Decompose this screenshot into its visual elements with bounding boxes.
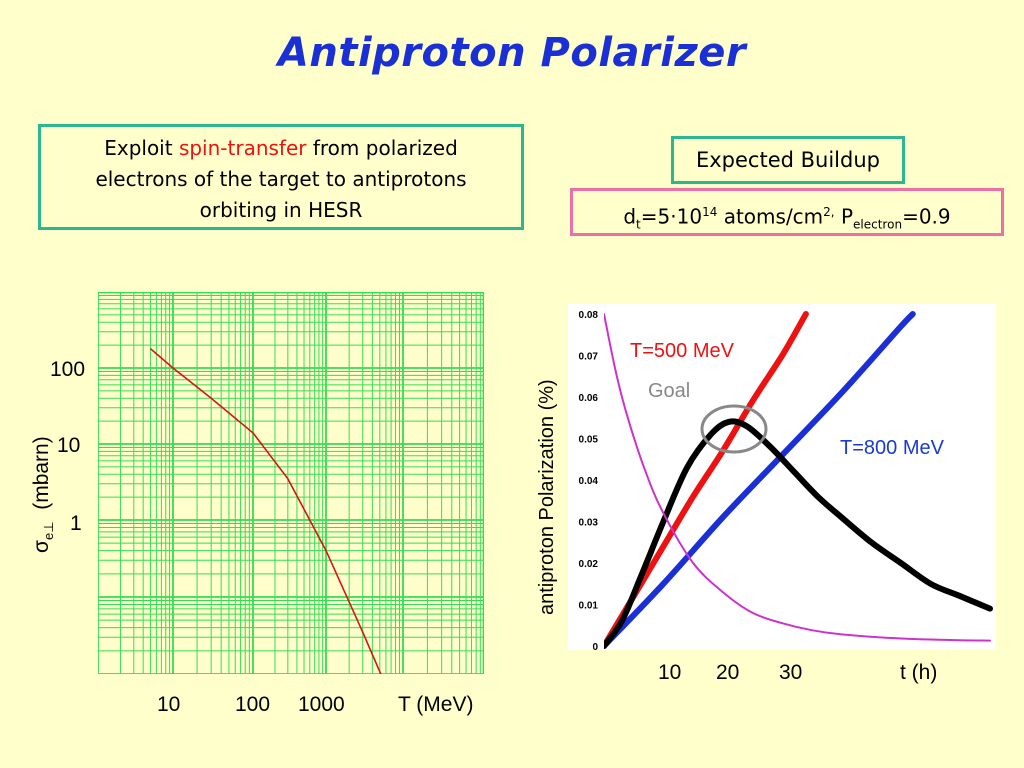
expected-buildup-box: Expected Buildup [671,136,905,184]
polarization-x-tick: 20 [716,661,740,684]
goal-circle [700,404,768,454]
target-params-box: dt=5·1014 atoms/cm2, Pelectron=0.9 [570,188,1004,236]
annotation-goal: Goal [648,380,691,402]
polarization-y-tick: 0.06 [579,393,599,404]
polarization-series-2 [604,418,993,649]
cross-section-x-tick: 1000 [298,693,345,716]
polarization-y-tick: 0.07 [579,352,599,363]
polarization-x-label: t (h) [900,661,938,684]
polarization-x-tick: 10 [658,661,682,684]
cross-section-x-label: T (MeV) [398,693,474,716]
exploit-line-2: electrons of the target to antiprotons [95,167,467,191]
cross-section-x-tick: 10 [157,693,181,716]
page-title: Antiproton Polarizer [277,30,747,76]
cross-section-y-label: σe⊥ (mbarn) [30,436,57,553]
polarization-y-tick: 0.04 [579,476,599,487]
polarization-y-label: antiproton Polarization (%) [536,379,558,615]
spin-transfer-highlight: spin-transfer [178,136,307,160]
polarization-y-tick: 0 [592,642,598,650]
annotation-t500: T=500 MeV [630,340,734,362]
annotation-t800: T=800 MeV [840,437,944,459]
polarization-x-tick: 30 [779,661,803,684]
exploit-line-1: Exploit spin-transfer from polarized [104,136,458,160]
polarization-y-tick: 0.08 [579,310,599,321]
polarization-y-tick: 0.03 [579,518,599,529]
cross-section-grid [98,292,484,674]
cross-section-curve-0 [149,347,382,674]
polarization-series [604,311,993,649]
polarization-y-ticks: 0 0.01 0.02 0.03 0.04 0.05 0.06 0.07 0.08 [579,310,599,650]
polarization-series-3 [604,313,991,642]
cross-section-series [149,347,382,674]
cross-section-y-tick: 100 [50,358,86,381]
exploit-box: Exploit spin-transfer from polarized ele… [38,124,524,230]
cross-section-chart [98,292,484,674]
polarization-y-tick: 0.05 [579,435,599,446]
cross-section-y-tick: 10 [57,434,81,457]
polarization-y-tick: 0.02 [579,559,599,570]
cross-section-x-tick: 100 [235,693,271,716]
cross-section-y-tick: 1 [70,512,82,535]
exploit-line-3: orbiting in HESR [199,198,363,222]
polarization-chart: 0 0.01 0.02 0.03 0.04 0.05 0.06 0.07 0.08 [568,304,996,650]
polarization-y-tick: 0.01 [579,601,599,612]
